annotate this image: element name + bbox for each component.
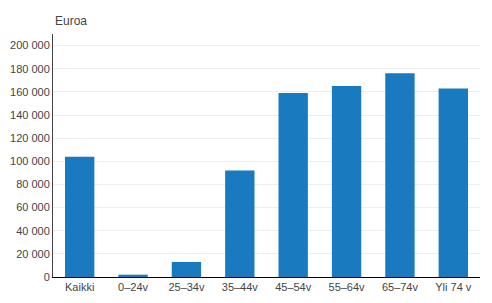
- svg-text:140 000: 140 000: [10, 109, 50, 121]
- svg-text:100 000: 100 000: [10, 155, 50, 167]
- svg-text:120 000: 120 000: [10, 132, 50, 144]
- svg-text:Euroa: Euroa: [55, 14, 87, 28]
- svg-text:20 000: 20 000: [16, 248, 50, 260]
- svg-text:180 000: 180 000: [10, 63, 50, 75]
- svg-text:Yli 74 v: Yli 74 v: [435, 281, 472, 293]
- svg-text:35–44v: 35–44v: [222, 281, 259, 293]
- svg-text:0–24v: 0–24v: [118, 281, 148, 293]
- svg-text:65–74v: 65–74v: [382, 281, 419, 293]
- svg-text:80 000: 80 000: [16, 178, 50, 190]
- svg-text:200 000: 200 000: [10, 39, 50, 51]
- svg-text:Kaikki: Kaikki: [65, 281, 94, 293]
- svg-text:160 000: 160 000: [10, 86, 50, 98]
- svg-text:25–34v: 25–34v: [168, 281, 205, 293]
- svg-text:0: 0: [44, 271, 50, 283]
- svg-text:45–54v: 45–54v: [275, 281, 312, 293]
- svg-text:40 000: 40 000: [16, 225, 50, 237]
- svg-text:55–64v: 55–64v: [329, 281, 366, 293]
- svg-text:60 000: 60 000: [16, 201, 50, 213]
